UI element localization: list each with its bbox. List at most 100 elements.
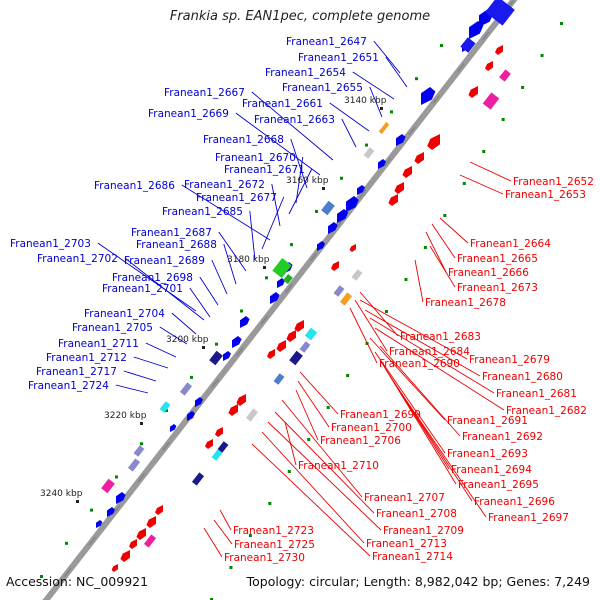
gene-label-franean1-2704: Franean1_2704 (84, 308, 165, 320)
gene-arrow-top (116, 492, 126, 504)
gene-arrow-bottom (267, 349, 275, 359)
gene-feature-box (159, 401, 171, 413)
gene-label-franean1-2714: Franean1_2714 (372, 551, 453, 563)
guide-dot (482, 150, 486, 153)
gene-label-franean1-2713: Franean1_2713 (366, 538, 447, 550)
guide-dot (415, 77, 418, 81)
gene-label-leader (439, 217, 469, 244)
genome-summary: Topology: circular; Length: 8,982,042 bp… (246, 574, 590, 589)
gene-label-franean1-2665: Franean1_2665 (457, 253, 538, 265)
gene-arrow-bottom (236, 394, 246, 406)
gene-label-leader (429, 245, 456, 288)
gene-label-leader (267, 421, 382, 531)
gene-label-leader (364, 309, 481, 377)
gene-label-franean1-2670: Franean1_2670 (215, 152, 296, 164)
gene-arrow-top (240, 316, 250, 328)
guide-dot (115, 475, 118, 479)
gene-label-leader (288, 168, 313, 215)
gene-feature-box (499, 69, 511, 82)
guide-dot (365, 143, 368, 147)
guide-dot (165, 409, 168, 413)
gene-label-franean1-2672: Franean1_2672 (184, 179, 265, 191)
guide-dot (307, 438, 311, 441)
guide-dot (440, 44, 443, 47)
gene-label-franean1-2702: Franean1_2702 (37, 253, 118, 265)
gene-label-franean1-2679: Franean1_2679 (469, 354, 550, 366)
gene-label-franean1-2706: Franean1_2706 (320, 435, 401, 447)
gene-feature-box (217, 441, 229, 453)
gene-label-franean1-2664: Franean1_2664 (470, 238, 551, 250)
guide-dot (423, 246, 427, 249)
gene-feature-box (460, 37, 476, 53)
gene-arrow-bottom (468, 86, 478, 98)
gene-label-franean1-2724: Franean1_2724 (28, 380, 109, 392)
gene-label-leader (425, 231, 447, 273)
gene-arrow-bottom (388, 194, 398, 206)
gene-label-franean1-2709: Franean1_2709 (383, 525, 464, 537)
gene-arrow-bottom (414, 152, 424, 164)
guide-dot (140, 442, 143, 446)
gene-label-leader (261, 196, 285, 250)
guide-dot (265, 276, 268, 280)
gene-arrow-bottom (111, 564, 118, 572)
gene-label-leader (181, 184, 271, 241)
gene-feature-box (179, 382, 193, 396)
gene-label-franean1-2647: Franean1_2647 (286, 36, 367, 48)
gene-label-leader (469, 161, 512, 182)
gene-label-franean1-2692: Franean1_2692 (462, 431, 543, 443)
guide-dot (404, 278, 408, 281)
gene-label-franean1-2686: Franean1_2686 (94, 180, 175, 192)
gene-label-franean1-2687: Franean1_2687 (131, 227, 212, 239)
gene-feature-box (191, 472, 205, 486)
gene-label-franean1-2654: Franean1_2654 (265, 67, 346, 79)
gene-arrow-bottom (129, 539, 137, 549)
gene-arrow-top (396, 134, 406, 146)
gene-arrow-bottom (228, 404, 238, 416)
gene-label-leader (115, 384, 149, 394)
gene-feature-box (143, 534, 157, 548)
gene-label-franean1-2663: Franean1_2663 (254, 114, 335, 126)
gene-arrow-top (187, 411, 195, 421)
gene-arrow-bottom (155, 505, 163, 515)
guide-dot (290, 243, 293, 247)
gene-arrow-bottom (276, 340, 286, 352)
gene-arrow-top (346, 196, 359, 212)
scale-tick (380, 107, 383, 110)
gene-label-leader (281, 399, 363, 498)
gene-arrow-top (469, 21, 484, 39)
gene-label-leader (171, 312, 197, 335)
gene-label-franean1-2684: Franean1_2684 (389, 346, 470, 358)
guide-dot (240, 309, 243, 313)
gene-arrow-top (421, 87, 436, 105)
gene-label-franean1-2701: Franean1_2701 (102, 283, 183, 295)
gene-arrow-top (277, 278, 285, 288)
guide-dot (346, 374, 350, 377)
gene-label-leader (124, 257, 205, 321)
scale-label: 3160 kbp (286, 176, 329, 186)
gene-label-leader (431, 223, 456, 259)
gene-label-leader (295, 156, 304, 204)
gene-label-leader (290, 138, 308, 189)
guide-dot (521, 86, 525, 89)
gene-arrow-top (378, 159, 386, 169)
gene-arrow-top (232, 336, 242, 348)
gene-label-franean1-2717: Franean1_2717 (36, 366, 117, 378)
gene-label-franean1-2683: Franean1_2683 (400, 331, 481, 343)
scale-tick (202, 346, 205, 349)
gene-label-franean1-2711: Franean1_2711 (58, 338, 139, 350)
genome-backbone (42, 0, 518, 600)
gene-label-franean1-2703: Franean1_2703 (10, 238, 91, 250)
gene-arrow-top (317, 241, 325, 251)
gene-label-franean1-2712: Franean1_2712 (46, 352, 127, 364)
guide-dot (210, 598, 213, 600)
gene-arrow-bottom (402, 166, 412, 178)
gene-label-franean1-2700: Franean1_2700 (331, 422, 412, 434)
gene-arrow-top (107, 507, 115, 517)
gene-label-franean1-2682: Franean1_2682 (506, 405, 587, 417)
gene-label-leader (271, 183, 281, 227)
gene-label-franean1-2678: Franean1_2678 (425, 297, 506, 309)
gene-feature-box (283, 274, 293, 284)
gene-arrow-bottom (495, 45, 503, 55)
guide-dot (40, 575, 43, 578)
